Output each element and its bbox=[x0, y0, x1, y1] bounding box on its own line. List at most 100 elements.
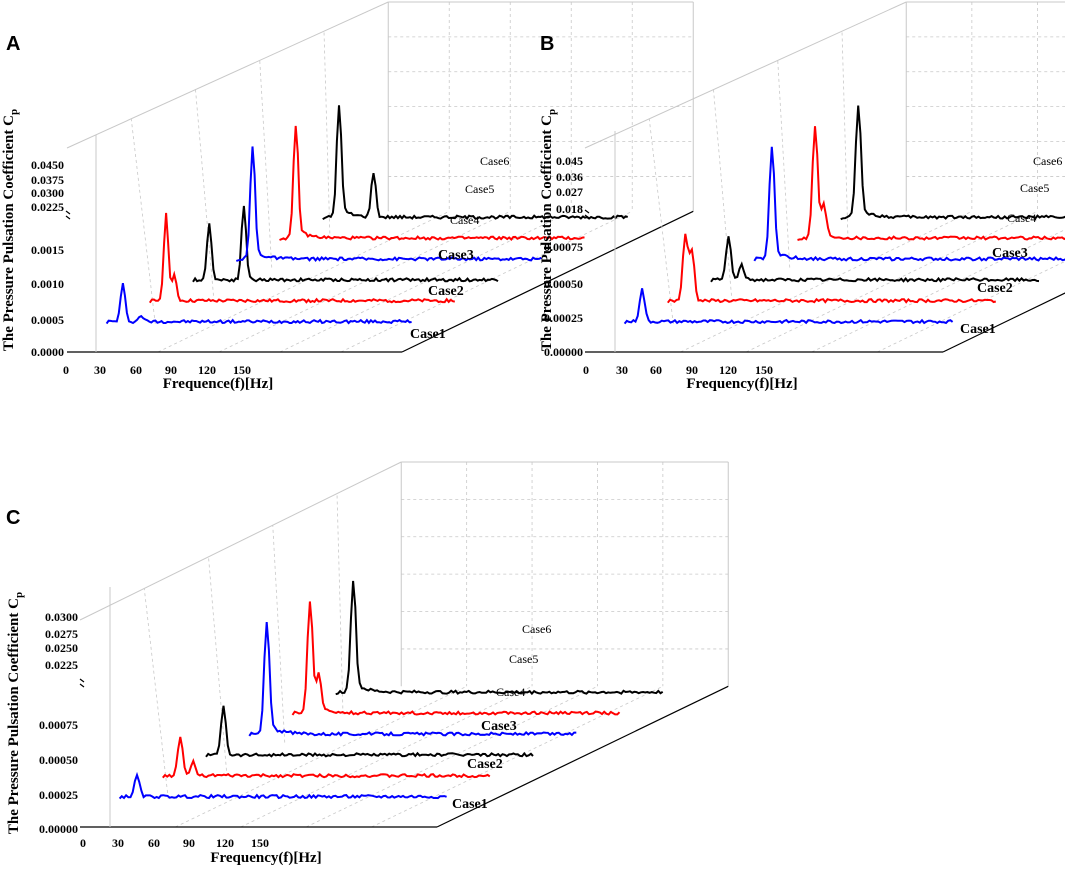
case-label-case2: Case2 bbox=[428, 284, 464, 299]
depth-axis-line bbox=[436, 685, 729, 828]
y-tick-label: 0.018 bbox=[556, 202, 583, 216]
series-line-case1 bbox=[623, 288, 954, 325]
series-line-case5 bbox=[291, 601, 621, 716]
x-tick-label: 0 bbox=[583, 363, 589, 377]
series-line-case2 bbox=[667, 233, 997, 304]
case-label-case4: Case4 bbox=[450, 213, 479, 227]
x-tick-label: 60 bbox=[650, 363, 662, 377]
y-tick-label: 0.00075 bbox=[39, 718, 78, 732]
case-label-case1: Case1 bbox=[410, 327, 446, 342]
panel-letter: B bbox=[540, 33, 554, 55]
series-line-case5 bbox=[279, 125, 585, 241]
case-label-case4: Case4 bbox=[496, 685, 525, 699]
y-tick-label: 0.045 bbox=[556, 154, 583, 168]
x-tick-label: 0 bbox=[80, 836, 86, 850]
x-tick-label: 30 bbox=[94, 363, 106, 377]
x-tick-label: 60 bbox=[148, 836, 160, 850]
case-label-case4: Case4 bbox=[1007, 211, 1036, 225]
x-axis-title: Frequence(f)[Hz] bbox=[163, 376, 274, 392]
depth-axis-line bbox=[942, 292, 1065, 353]
series-line-case2 bbox=[148, 212, 455, 304]
case-label-case3: Case3 bbox=[481, 719, 517, 734]
case-label-case5: Case5 bbox=[1020, 181, 1049, 195]
y-tick-label: 0.0225 bbox=[31, 200, 64, 214]
y-tick-label: 0.0300 bbox=[31, 186, 64, 200]
y-tick-label: 0.0375 bbox=[31, 173, 64, 187]
case-label-case1: Case1 bbox=[960, 322, 996, 337]
series-line-case1 bbox=[118, 771, 447, 800]
series-line-case6 bbox=[322, 105, 628, 221]
y-tick-label: 0.00050 bbox=[544, 277, 583, 291]
x-axis-title: Frequency(f)[Hz] bbox=[210, 850, 321, 866]
panel-a: A0.00000.00050.00100.00150.02250.03000.0… bbox=[1, 1, 694, 392]
case-label-case6: Case6 bbox=[522, 622, 551, 636]
depth-axis-line bbox=[401, 210, 694, 353]
y-axis-break bbox=[584, 209, 590, 219]
back-wall-grid bbox=[584, 1, 1065, 353]
y-axis-title: The Pressure Pulsation Coefficient Cp bbox=[539, 109, 558, 351]
series-case3 bbox=[192, 205, 499, 283]
series-line-case3 bbox=[710, 236, 1040, 283]
series-case5 bbox=[279, 125, 585, 241]
series-line-case6 bbox=[335, 580, 664, 696]
y-tick-label: 0.0015 bbox=[31, 243, 64, 257]
series-line-case4 bbox=[753, 146, 1065, 262]
axes bbox=[67, 135, 694, 353]
x-tick-label: 0 bbox=[63, 363, 69, 377]
series-case3 bbox=[205, 705, 534, 758]
x-tick-label: 120 bbox=[719, 363, 737, 377]
x-tick-label: 90 bbox=[183, 836, 195, 850]
panel-letter: A bbox=[6, 33, 20, 55]
panel-b: B0.000000.000250.000500.000750.0180.0270… bbox=[539, 1, 1065, 392]
y-tick-label: 0.0250 bbox=[45, 641, 78, 655]
y-tick-label: 0.036 bbox=[556, 170, 583, 184]
x-tick-label: 30 bbox=[616, 363, 628, 377]
panel-letter: C bbox=[6, 507, 20, 529]
series-case6 bbox=[335, 580, 664, 696]
series-case1 bbox=[623, 288, 954, 325]
series-line-case5 bbox=[797, 126, 1065, 241]
series-case6 bbox=[840, 105, 1065, 221]
series-case3 bbox=[710, 236, 1040, 283]
back-wall-grid bbox=[66, 1, 694, 353]
series-case2 bbox=[148, 212, 455, 304]
series-case6 bbox=[322, 105, 628, 221]
x-tick-label: 120 bbox=[216, 836, 234, 850]
y-axis-title: The Pressure Pulsation Coefficient Cp bbox=[1, 109, 20, 351]
series-line-case3 bbox=[205, 705, 534, 758]
series-case4 bbox=[236, 146, 542, 263]
y-axis-break bbox=[65, 210, 71, 220]
x-tick-label: 150 bbox=[251, 836, 269, 850]
y-tick-label: 0.0225 bbox=[45, 658, 78, 672]
series-case4 bbox=[753, 146, 1065, 262]
series-line-case4 bbox=[236, 146, 542, 263]
y-tick-label: 0.0450 bbox=[31, 158, 64, 172]
x-tick-label: 90 bbox=[686, 363, 698, 377]
case-label-case5: Case5 bbox=[509, 652, 538, 666]
y-tick-label: 0.027 bbox=[556, 185, 583, 199]
case-label-case5: Case5 bbox=[465, 182, 494, 196]
y-tick-label: 0.00025 bbox=[544, 311, 583, 325]
y-tick-label: 0.0000 bbox=[31, 345, 64, 359]
series-line-case6 bbox=[840, 105, 1065, 221]
series-case4 bbox=[248, 622, 577, 737]
case-label-case6: Case6 bbox=[1033, 154, 1062, 168]
series-case1 bbox=[105, 283, 412, 325]
case-label-case3: Case3 bbox=[438, 248, 474, 263]
y-tick-label: 0.00075 bbox=[544, 240, 583, 254]
x-tick-label: 150 bbox=[233, 363, 251, 377]
x-tick-label: 60 bbox=[130, 363, 142, 377]
case-label-case3: Case3 bbox=[992, 246, 1028, 261]
series-line-case1 bbox=[105, 283, 412, 325]
case-label-case6: Case6 bbox=[480, 154, 509, 168]
y-tick-label: 0.0005 bbox=[31, 313, 64, 327]
x-tick-label: 120 bbox=[198, 363, 216, 377]
y-axis-title: The Pressure Pulsation Coefficient Cp bbox=[6, 592, 25, 834]
x-axis-title: Frequency(f)[Hz] bbox=[686, 376, 797, 392]
y-tick-label: 0.00025 bbox=[39, 788, 78, 802]
case-label-case2: Case2 bbox=[977, 281, 1013, 296]
x-tick-label: 30 bbox=[112, 836, 124, 850]
x-tick-label: 150 bbox=[755, 363, 773, 377]
series-case5 bbox=[291, 601, 621, 716]
